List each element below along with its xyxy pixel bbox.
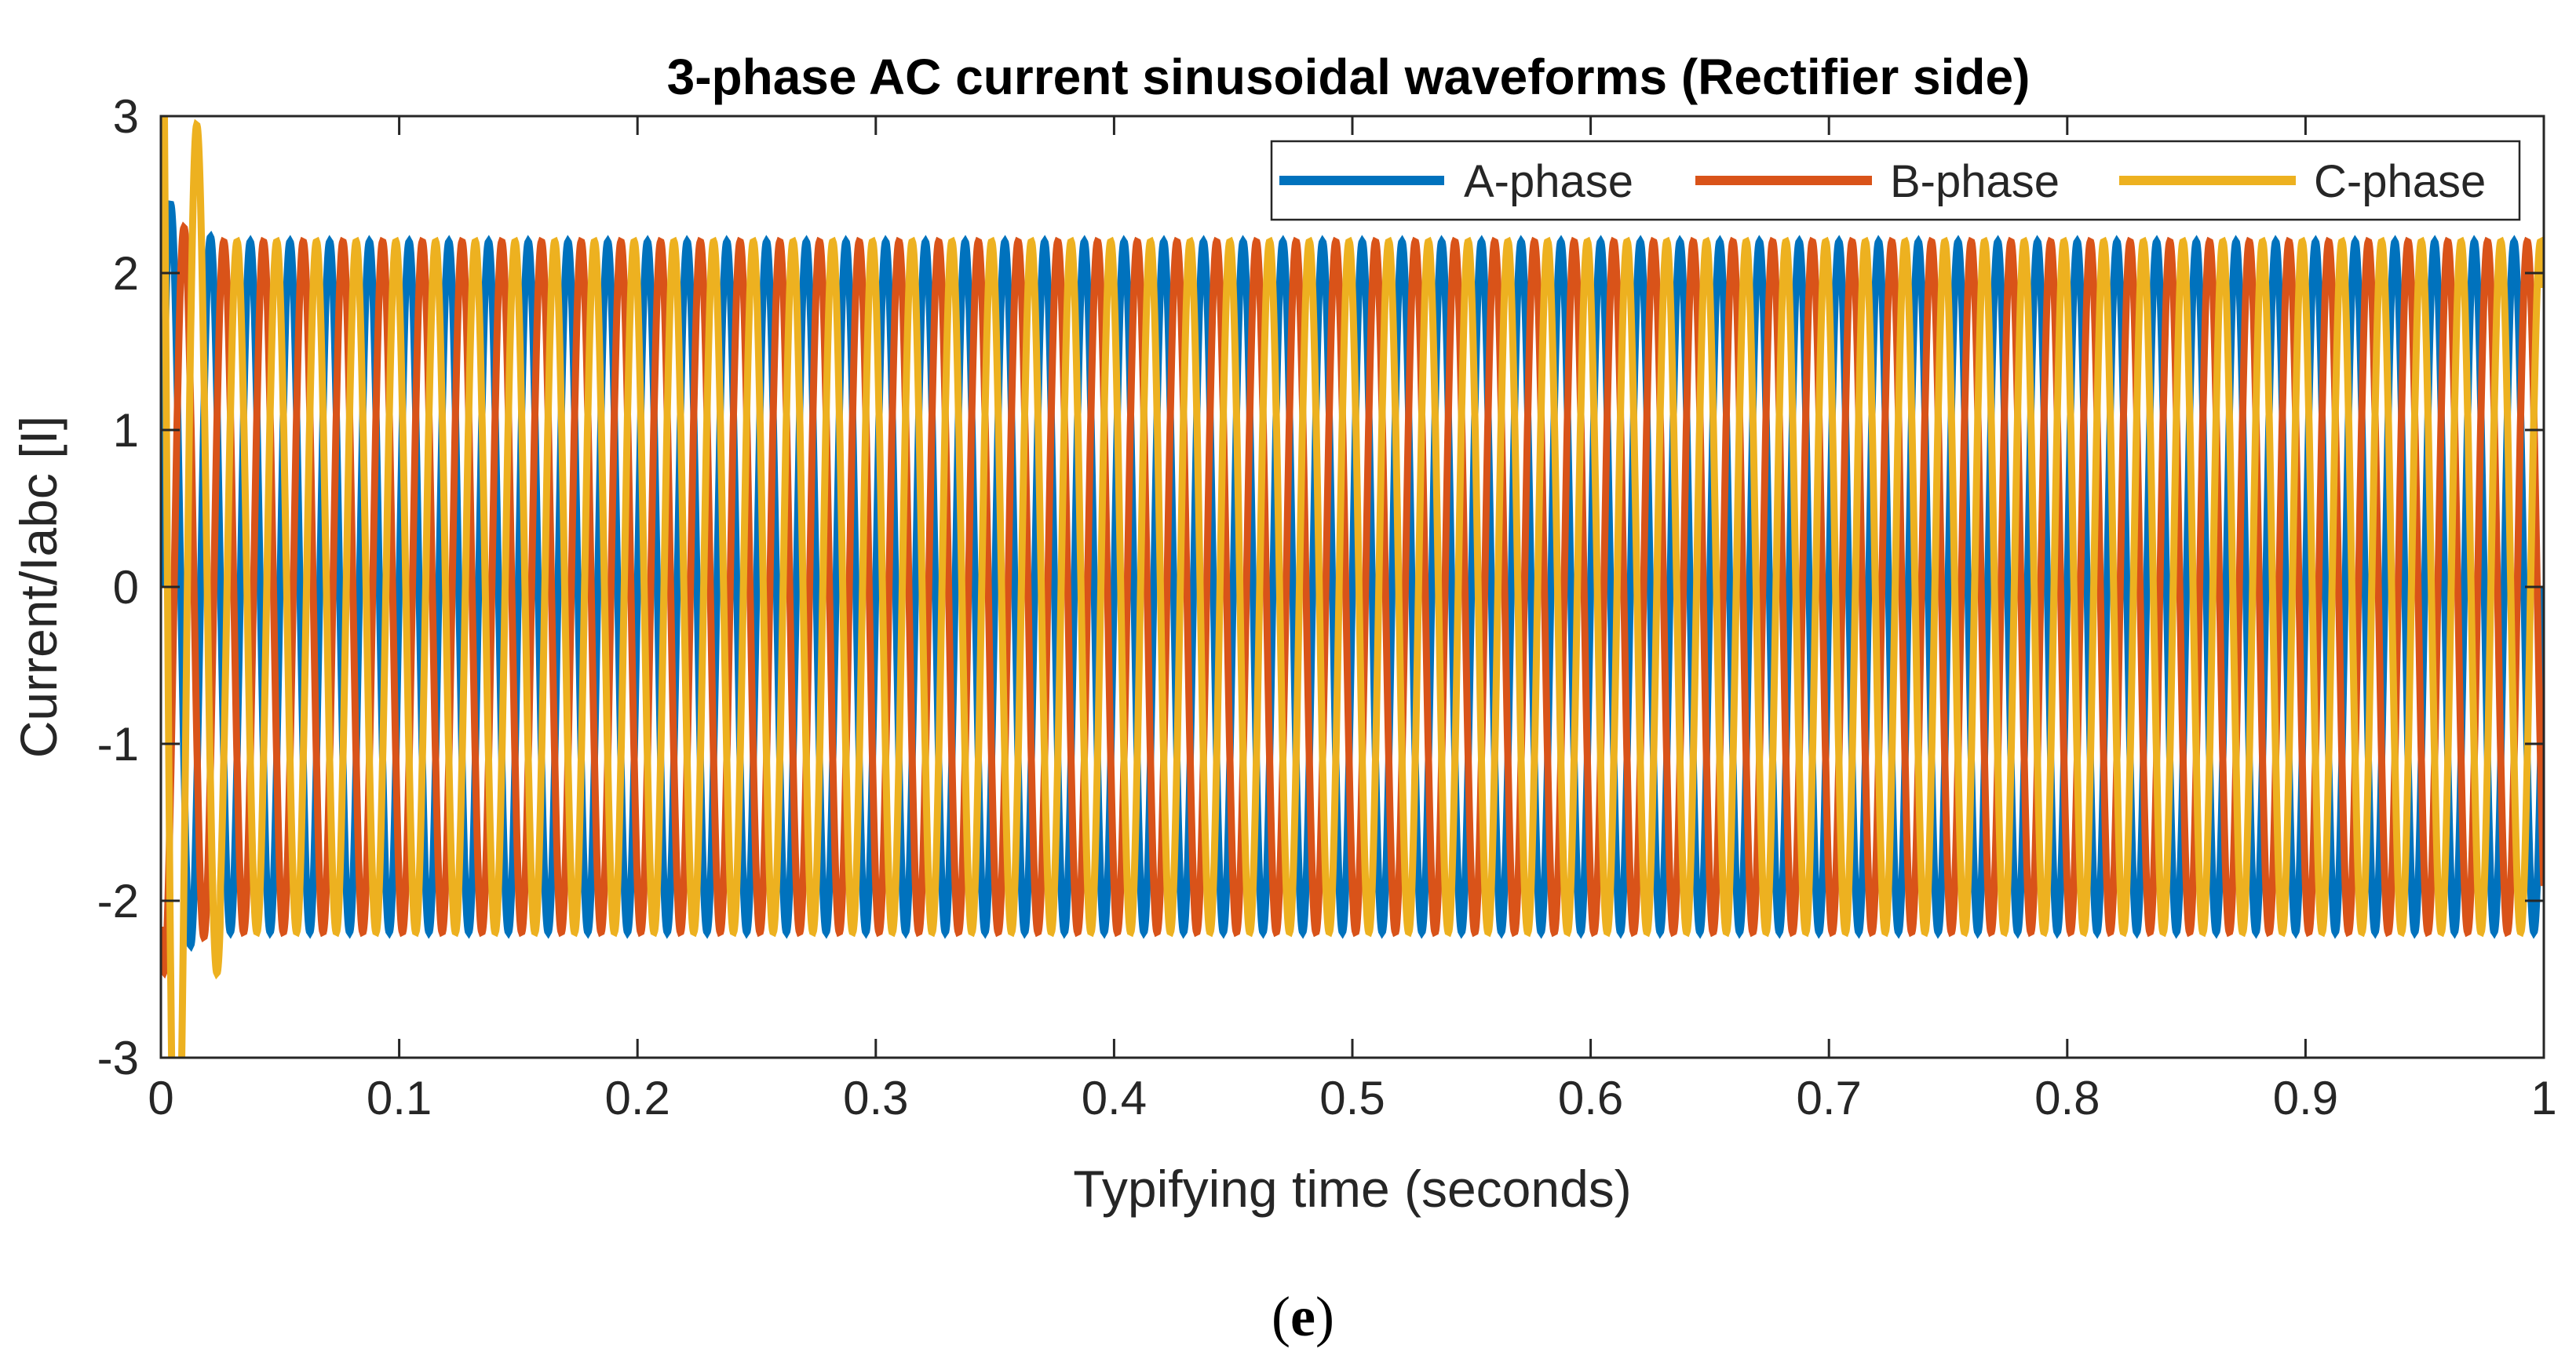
y-tick-label: 3 [113, 90, 139, 143]
x-tick-label: 0 [148, 1072, 173, 1124]
x-tick-label: 0.1 [367, 1072, 432, 1124]
legend-box [1270, 140, 2521, 221]
series-layer [161, 116, 2544, 1058]
y-axis-label: Current/Iabc [I] [9, 416, 68, 759]
x-tick-label: 0.4 [1082, 1072, 1147, 1124]
x-tick-label: 0.3 [843, 1072, 908, 1124]
y-tick-label: -2 [97, 875, 139, 927]
series-line-b-phase [161, 221, 2544, 979]
axis-ticks: 0 0.1 0.2 0.3 0.4 0.5 0.6 0.7 0.8 0.9 1 -3 -2 -1 0 1 2 3 [97, 90, 2557, 1124]
x-axis-label: Typifying time (seconds) [1073, 1160, 1632, 1218]
y-tick-label: -1 [97, 718, 139, 771]
caption-close-paren: ) [1315, 1285, 1334, 1348]
series-line-a-phase [161, 200, 2544, 953]
legend-label-a-phase: A-phase [1464, 156, 1633, 207]
x-tick-label: 0.2 [604, 1072, 670, 1124]
x-tick-label: 1 [2530, 1072, 2556, 1124]
x-tick-label: 0.5 [1319, 1072, 1385, 1124]
chart-title: 3-phase AC current sinusoidal waveforms … [667, 49, 2031, 105]
legend-label-c-phase: C-phase [2314, 156, 2486, 207]
x-tick-label: 0.7 [1796, 1072, 1861, 1124]
caption-open-paren: ( [1272, 1285, 1290, 1348]
plot-area [161, 116, 2544, 1058]
x-tick-label: 0.8 [2034, 1072, 2100, 1124]
x-tick-label: 0.9 [2273, 1072, 2338, 1124]
figure-caption: (e) [1272, 1285, 1334, 1348]
caption-letter: e [1290, 1285, 1315, 1348]
legend: A-phase B-phase C-phase [1270, 140, 2521, 221]
x-tick-label: 0.6 [1558, 1072, 1623, 1124]
y-tick-label: 2 [113, 247, 139, 300]
series-line-c-phase [161, 116, 2544, 1058]
y-tick-label: -3 [97, 1032, 139, 1084]
y-tick-label: 0 [113, 561, 139, 614]
y-tick-label: 1 [113, 404, 139, 457]
legend-label-b-phase: B-phase [1890, 156, 2060, 207]
